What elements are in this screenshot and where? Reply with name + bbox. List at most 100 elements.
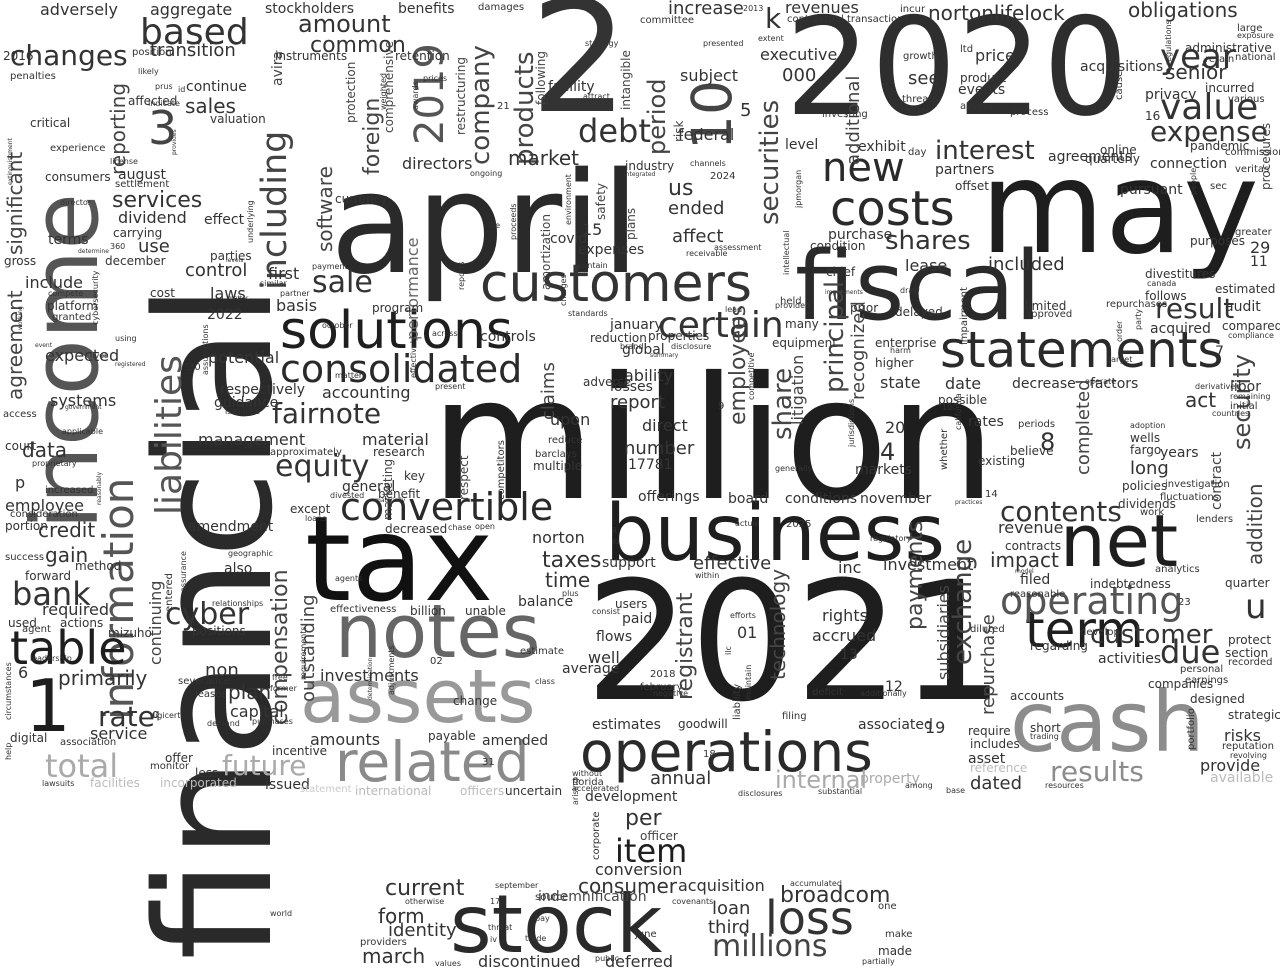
word-digicert: digicert	[150, 711, 181, 720]
word-florida: florida	[572, 777, 604, 788]
word-charges: charges	[559, 274, 568, 306]
word-competitive: competitive	[747, 352, 756, 400]
word-million: million	[430, 341, 997, 539]
word-presented: presented	[703, 39, 744, 48]
word-summary: summary	[650, 352, 679, 359]
word-note: note	[318, 397, 382, 430]
word-periods: periods	[1018, 419, 1056, 430]
word-cause: cause	[1114, 70, 1125, 100]
word-notes: notes	[335, 589, 541, 675]
word-debt: debt	[578, 112, 651, 150]
word-threats: threats	[902, 94, 938, 105]
word-method: method	[75, 559, 122, 573]
word-continuing: continuing	[146, 580, 165, 665]
word-target: target	[1108, 355, 1133, 364]
word-people: people	[1189, 167, 1198, 195]
word-develop: develop	[1080, 627, 1120, 638]
word-cyber: cyber	[165, 597, 250, 632]
word-assumptions: assumptions	[201, 324, 210, 375]
word-impairment: impairment	[959, 287, 970, 345]
word-national: national	[1235, 52, 1276, 63]
word-31: 31	[482, 757, 495, 768]
word-aggregate: aggregate	[150, 0, 233, 19]
word-20: 20	[885, 418, 906, 437]
word-resources: resources	[1045, 781, 1084, 790]
word-company: company	[466, 45, 496, 165]
word-laws: laws	[210, 284, 246, 303]
word-4: 4	[880, 438, 896, 466]
word-except: except	[290, 502, 331, 516]
word-11: 11	[1250, 254, 1268, 270]
word-wells: wells	[1130, 431, 1161, 445]
word-plan: plan	[228, 680, 272, 704]
word-consideration: consideration	[10, 509, 78, 520]
word-offset: offset	[955, 179, 989, 193]
word-contain: contain	[578, 261, 608, 270]
word-provide: provide	[1200, 756, 1261, 775]
word-initial: initial	[1230, 401, 1258, 412]
word-liabilities: liabilities	[149, 355, 190, 515]
word-additionally: additionally	[860, 689, 907, 698]
word-affected: affected	[128, 94, 178, 108]
word-5: 5	[740, 100, 752, 121]
word-regulations: regulations	[1164, 20, 1173, 65]
word-revolving: revolving	[1230, 751, 1267, 760]
word-benefit: benefit	[378, 487, 421, 501]
word-generally: generally	[775, 464, 813, 473]
word-future: future	[222, 749, 307, 782]
word-q: q	[152, 707, 160, 721]
word-compliance: compliance	[1228, 331, 1274, 340]
word-assurance: assurance	[179, 551, 188, 592]
word-reasonable: reasonable	[1010, 589, 1066, 600]
word-purchase: purchase	[828, 227, 893, 243]
word-respect: respect	[457, 455, 471, 500]
word-17: 17	[490, 897, 501, 906]
word-follows: follows	[1145, 289, 1187, 303]
word-amortization: amortization	[539, 214, 553, 290]
word-regulatory: regulatory	[870, 534, 912, 543]
word-contents: contents	[1000, 495, 1122, 528]
word-2013: 2013	[743, 4, 764, 13]
word-increase: increase	[668, 0, 744, 19]
word-decrease: decrease	[1012, 376, 1076, 392]
word-amounts: amounts	[310, 730, 381, 749]
word-capital: capital	[230, 702, 284, 721]
word-work: work	[1140, 507, 1165, 518]
word-quarterly: quarterly	[1085, 152, 1140, 166]
word-access: access	[3, 409, 37, 420]
word-consist: consist	[592, 607, 621, 616]
word-within: within	[695, 571, 720, 580]
word-safety: safety	[594, 182, 608, 220]
word-awards: awards	[411, 81, 420, 110]
word-integrated: integrated	[624, 171, 656, 178]
word-table: table	[10, 621, 127, 675]
word-customer: customer	[1090, 620, 1213, 650]
word-securities: securities	[755, 99, 785, 225]
word-court: court	[5, 439, 37, 453]
word-estimates: estimates	[592, 717, 661, 733]
word-international: international	[355, 784, 432, 798]
word-canada: canada	[1147, 279, 1177, 288]
word-severance: severance	[178, 676, 230, 687]
word-june: june	[635, 929, 657, 940]
word-penalties: penalties	[10, 71, 56, 82]
word-indicate: indicate	[148, 99, 180, 108]
word-following: following	[534, 51, 548, 105]
word-base: base	[946, 786, 966, 795]
word-license: license	[110, 157, 138, 166]
word-investigation: investigation	[1165, 479, 1230, 490]
word-pay: pay	[535, 914, 550, 923]
word-protection: protection	[344, 61, 358, 123]
word-identity: identity	[388, 920, 457, 941]
word-large: large	[1237, 23, 1263, 34]
word-liability: liability	[732, 683, 743, 720]
word-loans: loans	[305, 514, 327, 523]
word-january: january	[610, 317, 663, 333]
word-filing: filing	[782, 711, 807, 722]
word-associated: associated	[858, 717, 933, 733]
word-adversely: adversely	[40, 0, 118, 19]
word-derivative: derivative	[1195, 382, 1236, 391]
word-norton: norton	[532, 528, 585, 547]
word-partially: partially	[862, 957, 895, 966]
